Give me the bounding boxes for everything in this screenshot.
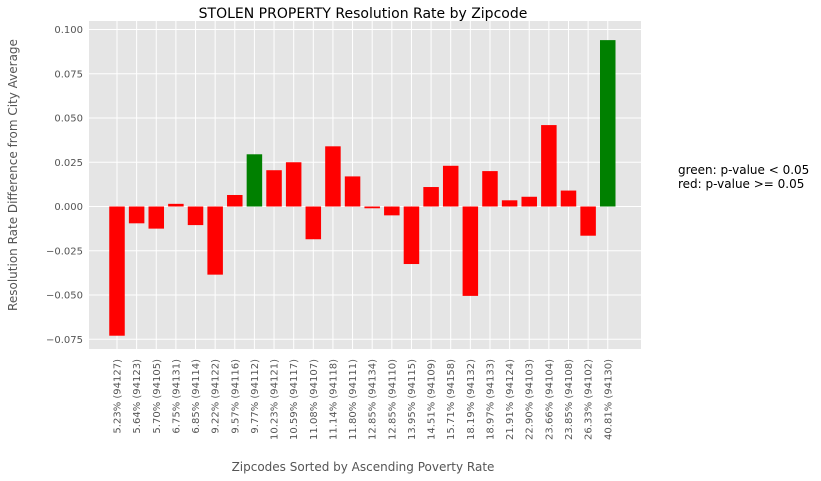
bar xyxy=(168,203,184,207)
bar xyxy=(442,165,459,207)
x-tick-labels: 5.23% (94127) 5.64% (94123) 5.70% (94105) 6… xyxy=(113,359,615,440)
x-tick-label: 5.64% (94123) xyxy=(132,359,143,434)
y-tick-label: 0.025 xyxy=(54,158,83,169)
x-tick-label: 9.57% (94116) xyxy=(230,359,241,434)
x-tick-label: 11.80% (94111) xyxy=(348,359,359,440)
bar xyxy=(403,206,420,265)
x-tick-label: 6.85% (94114) xyxy=(191,359,202,434)
x-tick-label: 15.71% (94158) xyxy=(446,359,457,440)
x-tick-label: 11.08% (94107) xyxy=(309,359,320,440)
bar xyxy=(246,154,263,207)
legend-green-note: green: p-value < 0.05 xyxy=(678,163,809,177)
bar xyxy=(482,171,498,207)
bar xyxy=(423,187,439,207)
bar xyxy=(384,206,400,216)
bar xyxy=(560,190,577,207)
bar xyxy=(521,196,537,207)
y-axis-label: Resolution Rate Difference from City Ave… xyxy=(6,39,20,311)
x-tick-label: 10.23% (94121) xyxy=(270,359,281,440)
x-tick-label: 5.70% (94105) xyxy=(152,359,163,434)
bar xyxy=(325,146,341,207)
x-tick-label: 23.66% (94104) xyxy=(544,359,555,440)
bar xyxy=(227,194,243,207)
x-axis-label: Zipcodes Sorted by Ascending Poverty Rat… xyxy=(232,460,495,474)
y-tick-label: −0.025 xyxy=(46,246,83,257)
x-tick-label: 12.85% (94134) xyxy=(368,359,379,440)
x-tick-label: 14.51% (94109) xyxy=(427,359,438,440)
x-tick-label: 26.33% (94102) xyxy=(584,359,595,440)
bar xyxy=(600,40,616,207)
x-tick-label: 12.85% (94110) xyxy=(387,359,398,440)
bar xyxy=(266,170,282,207)
x-tick-label: 9.22% (94122) xyxy=(211,359,222,434)
y-tick-label: −0.050 xyxy=(46,291,83,302)
x-tick-label: 22.90% (94103) xyxy=(525,359,536,440)
bar xyxy=(207,206,223,275)
bar xyxy=(148,206,165,229)
x-tick-label: 5.23% (94127) xyxy=(113,359,124,434)
y-tick-label: 0.000 xyxy=(54,202,83,213)
bar xyxy=(128,206,145,224)
y-tick-label: 0.075 xyxy=(54,69,83,80)
y-tick-label: −0.075 xyxy=(46,335,83,346)
plot-background xyxy=(89,21,641,349)
bar xyxy=(109,206,125,336)
bar xyxy=(285,162,302,207)
x-tick-label: 6.75% (94131) xyxy=(171,359,182,434)
x-tick-label: 18.97% (94133) xyxy=(485,359,496,440)
x-tick-label: 18.19% (94132) xyxy=(466,359,477,440)
y-tick-labels: 0.100 0.075 0.050 0.025 0.000 −0.025 −0.050 −0.… xyxy=(46,25,83,346)
legend-red-note: red: p-value >= 0.05 xyxy=(678,177,804,191)
x-tick-label: 23.85% (94108) xyxy=(564,359,575,440)
y-tick-label: 0.100 xyxy=(54,25,83,36)
x-tick-label: 21.91% (94124) xyxy=(505,359,516,440)
x-tick-label: 11.14% (94118) xyxy=(328,359,339,440)
bar xyxy=(187,206,204,226)
bar xyxy=(580,206,596,236)
y-tick-label: 0.050 xyxy=(54,114,83,125)
x-tick-label: 10.59% (94117) xyxy=(289,359,300,440)
chart-title: STOLEN PROPERTY Resolution Rate by Zipco… xyxy=(199,6,528,22)
bar xyxy=(462,206,479,296)
x-tick-label: 13.95% (94115) xyxy=(407,359,418,440)
bar xyxy=(305,206,322,240)
bar xyxy=(541,125,557,207)
bars xyxy=(109,40,616,336)
bar xyxy=(344,176,361,207)
bar xyxy=(501,200,518,207)
x-tick-label: 40.81% (94130) xyxy=(603,359,614,440)
bar xyxy=(364,206,380,209)
x-tick-label: 9.77% (94112) xyxy=(250,359,261,434)
